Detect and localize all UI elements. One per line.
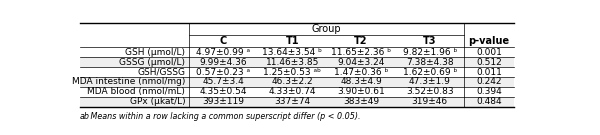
Text: GSSG (μmol/L): GSSG (μmol/L) bbox=[119, 58, 185, 67]
Text: 4.97±0.99 ᵃ: 4.97±0.99 ᵃ bbox=[196, 48, 250, 57]
Text: 337±74: 337±74 bbox=[274, 97, 310, 106]
Text: GSH/GSSG: GSH/GSSG bbox=[137, 68, 185, 77]
Text: 4.33±0.74: 4.33±0.74 bbox=[268, 87, 316, 96]
Text: 393±119: 393±119 bbox=[202, 97, 244, 106]
Text: Group: Group bbox=[312, 24, 341, 34]
Text: 0.011: 0.011 bbox=[476, 68, 502, 77]
Text: GPx (μkat/L): GPx (μkat/L) bbox=[130, 97, 185, 106]
Text: 45.7±3.4: 45.7±3.4 bbox=[202, 77, 244, 86]
Text: C: C bbox=[220, 36, 227, 46]
Text: T2: T2 bbox=[354, 36, 368, 46]
Text: 11.46±3.85: 11.46±3.85 bbox=[265, 58, 319, 67]
Text: ab: ab bbox=[80, 112, 89, 121]
Text: T3: T3 bbox=[423, 36, 437, 46]
Text: p-value: p-value bbox=[469, 36, 509, 46]
Text: 1.62±0.69 ᵇ: 1.62±0.69 ᵇ bbox=[403, 68, 457, 77]
Text: 0.484: 0.484 bbox=[476, 97, 502, 106]
Text: 13.64±3.54 ᵇ: 13.64±3.54 ᵇ bbox=[262, 48, 322, 57]
Text: 383±49: 383±49 bbox=[343, 97, 379, 106]
Text: 46.3±2.2: 46.3±2.2 bbox=[271, 77, 313, 86]
Text: 1.25±0.53 ᵃᵇ: 1.25±0.53 ᵃᵇ bbox=[263, 68, 321, 77]
Bar bbox=[80, 97, 514, 107]
Text: 4.35±0.54: 4.35±0.54 bbox=[200, 87, 247, 96]
Text: 47.3±1.9: 47.3±1.9 bbox=[409, 77, 451, 86]
Text: 7.38±4.38: 7.38±4.38 bbox=[406, 58, 454, 67]
Text: MDA intestine (nmol/mg): MDA intestine (nmol/mg) bbox=[72, 77, 185, 86]
Text: 9.82±1.96 ᵇ: 9.82±1.96 ᵇ bbox=[403, 48, 457, 57]
Text: MDA blood (nmol/mL): MDA blood (nmol/mL) bbox=[88, 87, 185, 96]
Text: GSH (μmol/L): GSH (μmol/L) bbox=[125, 48, 185, 57]
Text: T1: T1 bbox=[286, 36, 299, 46]
Text: 11.65±2.36 ᵇ: 11.65±2.36 ᵇ bbox=[331, 48, 391, 57]
Text: 0.394: 0.394 bbox=[476, 87, 502, 96]
Text: 9.99±4.36: 9.99±4.36 bbox=[200, 58, 247, 67]
Text: 3.90±0.61: 3.90±0.61 bbox=[337, 87, 385, 96]
Text: 0.512: 0.512 bbox=[476, 58, 502, 67]
Text: 1.47±0.36 ᵇ: 1.47±0.36 ᵇ bbox=[334, 68, 388, 77]
Text: 319±46: 319±46 bbox=[412, 97, 448, 106]
Text: 3.52±0.83: 3.52±0.83 bbox=[406, 87, 454, 96]
Text: 0.242: 0.242 bbox=[476, 77, 502, 86]
Bar bbox=[80, 57, 514, 67]
Text: 0.57±0.23 ᵃ: 0.57±0.23 ᵃ bbox=[196, 68, 250, 77]
Text: 9.04±3.24: 9.04±3.24 bbox=[337, 58, 385, 67]
Text: 0.001: 0.001 bbox=[476, 48, 502, 57]
Bar bbox=[80, 77, 514, 87]
Text: 48.3±4.9: 48.3±4.9 bbox=[340, 77, 382, 86]
Text: Means within a row lacking a common superscript differ (p < 0.05).: Means within a row lacking a common supe… bbox=[88, 112, 361, 121]
